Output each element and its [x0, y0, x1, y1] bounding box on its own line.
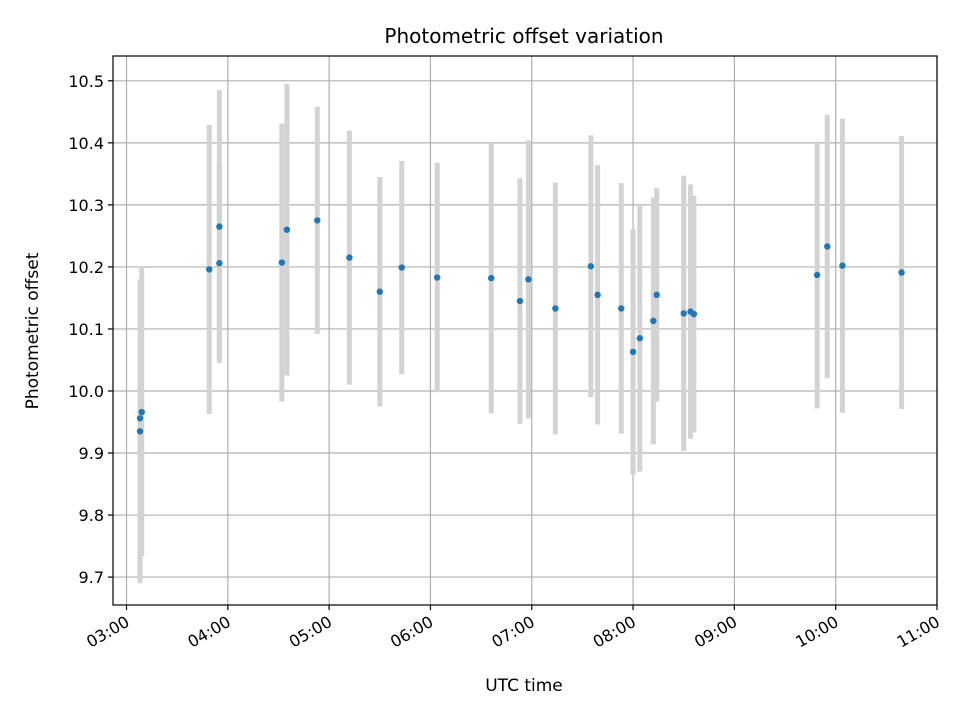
data-point	[618, 305, 625, 312]
x-axis: 03:00 04:00 05:00 06:00 07:00 08:00 09:00 10:00…	[83, 605, 943, 652]
grid	[113, 56, 938, 605]
y-tick-label: 9.9	[79, 444, 104, 463]
y-tick-label: 10.1	[68, 320, 104, 339]
data-point	[433, 274, 441, 281]
data-point	[206, 266, 213, 273]
x-tick-label: 06:00	[387, 612, 436, 652]
data-point	[636, 335, 644, 342]
data-point	[136, 428, 144, 435]
x-tick-label: 09:00	[691, 612, 740, 652]
errorbars	[137, 83, 905, 584]
data-point	[650, 317, 657, 325]
data-point	[587, 263, 595, 270]
data-point	[653, 291, 660, 299]
chart-title: Photometric offset variation	[384, 24, 663, 48]
y-axis-title: Photometric offset	[23, 252, 43, 409]
x-tick-label: 04:00	[184, 612, 233, 652]
data-point	[278, 259, 286, 266]
data-point	[314, 217, 321, 224]
data-point	[594, 291, 601, 299]
plot-frame	[112, 55, 938, 606]
data-point	[136, 415, 144, 422]
data-point	[346, 254, 353, 261]
y-tick-label: 10.3	[68, 196, 104, 215]
y-tick-label: 9.8	[79, 506, 104, 525]
data-point	[680, 310, 687, 317]
data-point	[516, 297, 524, 305]
data-point	[488, 274, 495, 282]
data-point	[898, 269, 905, 276]
data-points	[136, 217, 905, 435]
data-point	[216, 259, 223, 267]
data-point	[138, 408, 145, 416]
data-point	[839, 262, 846, 269]
y-tick-label: 10.0	[68, 382, 104, 401]
data-point	[552, 305, 559, 312]
x-tick-label: 03:00	[83, 612, 132, 652]
data-point	[824, 243, 831, 250]
y-tick-label: 9.7	[79, 568, 104, 587]
y-tick-label: 10.5	[68, 72, 104, 91]
x-tick-label: 10:00	[792, 612, 841, 652]
y-tick-label: 10.4	[68, 134, 104, 153]
data-point	[398, 264, 405, 271]
x-tick-label: 11:00	[894, 612, 943, 652]
x-tick-label: 08:00	[590, 612, 639, 652]
x-tick-label: 07:00	[488, 612, 537, 652]
y-axis: 9.7 9.8 9.9 10.0 10.1 10.2 10.3 10.4 10.5	[68, 72, 113, 587]
data-point	[629, 348, 637, 356]
data-point	[216, 223, 223, 230]
x-tick-label: 05:00	[286, 612, 335, 652]
data-point	[283, 226, 291, 233]
data-point	[376, 288, 383, 295]
data-point	[690, 310, 698, 318]
data-point	[813, 271, 821, 279]
data-point	[525, 276, 532, 283]
x-axis-title: UTC time	[485, 676, 563, 696]
y-tick-label: 10.2	[68, 258, 104, 277]
